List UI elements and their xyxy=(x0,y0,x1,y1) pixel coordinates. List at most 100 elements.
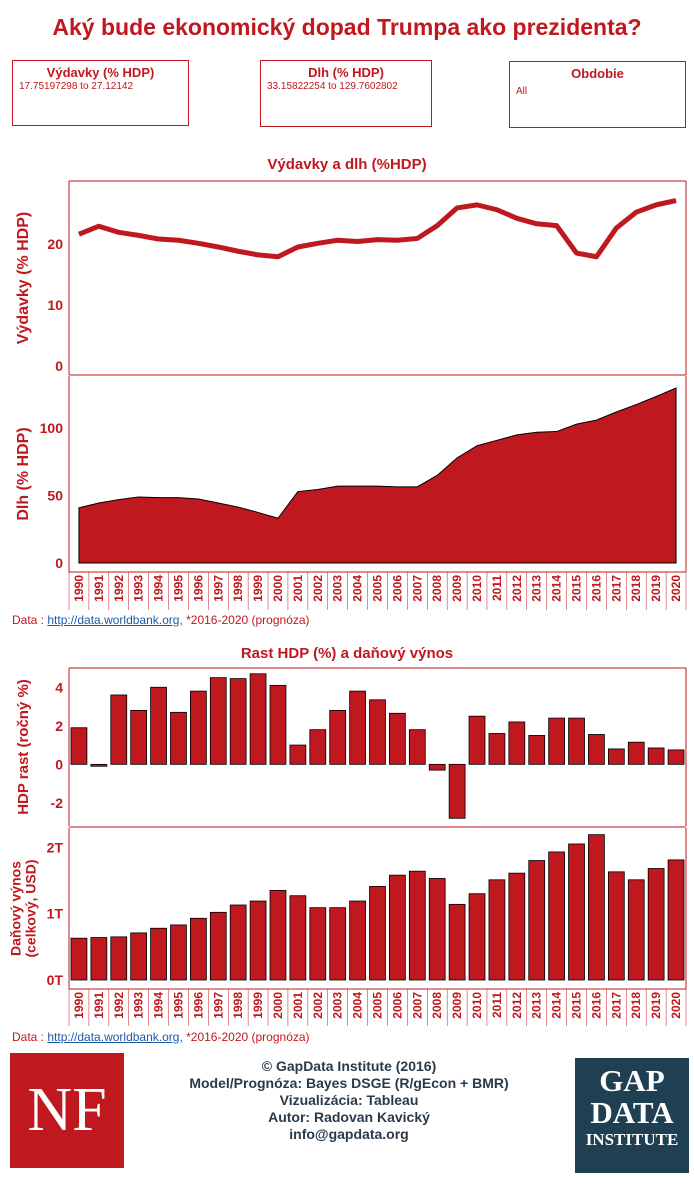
gdp-bar xyxy=(249,673,267,765)
source-link[interactable]: http://data.worldbank.org, xyxy=(47,1030,183,1044)
x-tick-label: 2007 xyxy=(410,575,424,602)
x-tick-label: 2016 xyxy=(589,575,603,602)
gdp-bar xyxy=(150,686,167,765)
x-tick-label: 1990 xyxy=(72,992,86,1019)
filter-period[interactable]: Obdobie All xyxy=(509,61,686,128)
y-tick-label: 0 xyxy=(55,756,63,772)
x-tick-label: 1998 xyxy=(231,575,245,602)
tax-bar xyxy=(528,860,546,981)
x-tick-label: 1999 xyxy=(251,992,265,1019)
x-tick-label: 1992 xyxy=(112,575,126,602)
gdp-bar xyxy=(667,749,685,765)
spending-panel: 0 10 20 Výdavky (% HDP) xyxy=(15,180,687,375)
x-tick-label: 2019 xyxy=(649,992,663,1019)
x-tick-label: 1999 xyxy=(251,575,265,602)
tax-bar xyxy=(249,900,267,981)
x-tick-label: 1991 xyxy=(92,992,106,1019)
gdp-bar xyxy=(607,748,625,765)
filter-debt-value[interactable]: 33.15822254 to 129.7602802 xyxy=(267,81,398,92)
filter-spending-value[interactable]: 17.75197298 to 27.12142 xyxy=(19,81,133,92)
x-tick-label: 2012 xyxy=(510,992,524,1019)
x-tick-label: 1996 xyxy=(191,992,205,1019)
year-axis-1: 1990 1991 1992 1993 1994 1995 1996 1997 1998 1999… xyxy=(68,571,687,610)
y-tick-label: 1T xyxy=(47,906,64,922)
gdp-bar xyxy=(269,684,287,765)
filter-spending-label: Výdavky (% HDP) xyxy=(46,65,155,80)
x-tick-label: 2019 xyxy=(649,575,663,602)
nf-logo: NF xyxy=(10,1053,124,1168)
filter-debt-label: Dlh (% HDP) xyxy=(308,65,384,80)
gdp-bar xyxy=(448,763,466,819)
gdp-growth-panel: -2 0 2 4 HDP rast (ročný %) xyxy=(15,667,687,826)
x-tick-label: 2003 xyxy=(331,575,345,602)
tax-bar xyxy=(170,924,187,981)
x-tick-label: 2013 xyxy=(530,575,544,602)
x-tick-label: 2014 xyxy=(550,992,564,1019)
x-tick-label: 2005 xyxy=(371,575,385,602)
x-tick-label: 2016 xyxy=(589,992,603,1019)
footer-credits: © GapData Institute (2016) Model/Prognóz… xyxy=(135,1058,563,1143)
footer-email[interactable]: info@gapdata.org xyxy=(289,1126,409,1142)
x-tick-label: 2018 xyxy=(629,575,643,602)
source-prefix: Data : xyxy=(12,613,48,627)
gdp-bar xyxy=(289,744,307,765)
gdp-bar xyxy=(647,747,665,765)
x-tick-label: 2012 xyxy=(510,575,524,602)
x-tick-label: 1992 xyxy=(112,992,126,1019)
gdp-bar xyxy=(588,734,605,765)
y-axis-label-gdp: HDP rast (ročný %) xyxy=(15,679,32,815)
y-axis-label-spending: Výdavky (% HDP) xyxy=(15,212,32,345)
source-note-2: Data : http://data.worldbank.org, *2016-… xyxy=(12,1030,310,1044)
debt-panel: 0 50 100 Dlh (% HDP) xyxy=(15,374,687,572)
tax-bar xyxy=(329,907,347,981)
x-tick-label: 2001 xyxy=(291,992,305,1019)
tax-bar xyxy=(229,904,247,981)
gdp-bar xyxy=(568,717,585,765)
source-link[interactable]: http://data.worldbank.org, xyxy=(47,613,183,627)
filter-debt[interactable]: Dlh (% HDP) 33.15822254 to 129.7602802 xyxy=(260,60,432,127)
gdp-bar xyxy=(229,678,247,765)
x-tick-label: 1995 xyxy=(171,992,185,1019)
x-tick-label: 2000 xyxy=(271,575,285,602)
filter-period-label: Obdobie xyxy=(571,66,624,81)
gdp-bar xyxy=(90,763,108,767)
tax-bar xyxy=(428,878,446,981)
tax-bar xyxy=(488,879,506,981)
x-tick-label: 2011 xyxy=(490,992,504,1018)
nf-logo-text: NF xyxy=(27,1076,107,1144)
source-note: *2016-2020 (prognóza) xyxy=(182,613,310,627)
y-tick-label: -2 xyxy=(51,795,64,811)
x-tick-label: 1991 xyxy=(92,575,106,602)
gdp-bar xyxy=(170,711,187,765)
tax-bar xyxy=(647,868,665,981)
footer-visualization: Vizualizácia: Tableau xyxy=(279,1092,419,1108)
y-axis-label-tax: Daňový výnos(celkový, USD) xyxy=(7,859,38,957)
filter-spending[interactable]: Výdavky (% HDP) 17.75197298 to 27.12142 xyxy=(12,60,189,126)
tax-bar xyxy=(508,872,526,981)
gdp-bar xyxy=(309,729,327,765)
gapdata-logo-institute: INSTITUTE xyxy=(585,1130,679,1149)
x-tick-label: 1990 xyxy=(72,575,86,602)
x-tick-label: 2015 xyxy=(570,575,584,602)
x-tick-label: 1994 xyxy=(152,992,166,1019)
filter-period-value[interactable]: All xyxy=(516,86,528,97)
tax-bar xyxy=(110,936,128,981)
x-tick-label: 1993 xyxy=(132,992,146,1019)
x-tick-label: 2008 xyxy=(430,575,444,602)
tax-bar xyxy=(607,871,625,981)
x-tick-label: 2009 xyxy=(450,992,464,1019)
gdp-bar xyxy=(130,709,148,765)
gdp-bar xyxy=(548,717,565,765)
x-tick-label: 2001 xyxy=(291,575,305,602)
gdp-bar xyxy=(190,690,207,765)
gdp-bar xyxy=(488,733,506,765)
gdp-bar xyxy=(627,741,645,765)
debt-area xyxy=(78,387,677,564)
x-tick-label: 2010 xyxy=(470,992,484,1019)
x-tick-label: 2009 xyxy=(450,575,464,602)
gdp-bar xyxy=(209,677,227,765)
gapdata-logo: GAP DATA INSTITUTE xyxy=(575,1058,689,1173)
gdp-tax-chart: -2 0 2 4 HDP rast (ročný %) 0T 1T 2T Daňový výn… xyxy=(7,667,687,1026)
tax-bar xyxy=(289,895,307,981)
tax-bar xyxy=(90,937,108,981)
